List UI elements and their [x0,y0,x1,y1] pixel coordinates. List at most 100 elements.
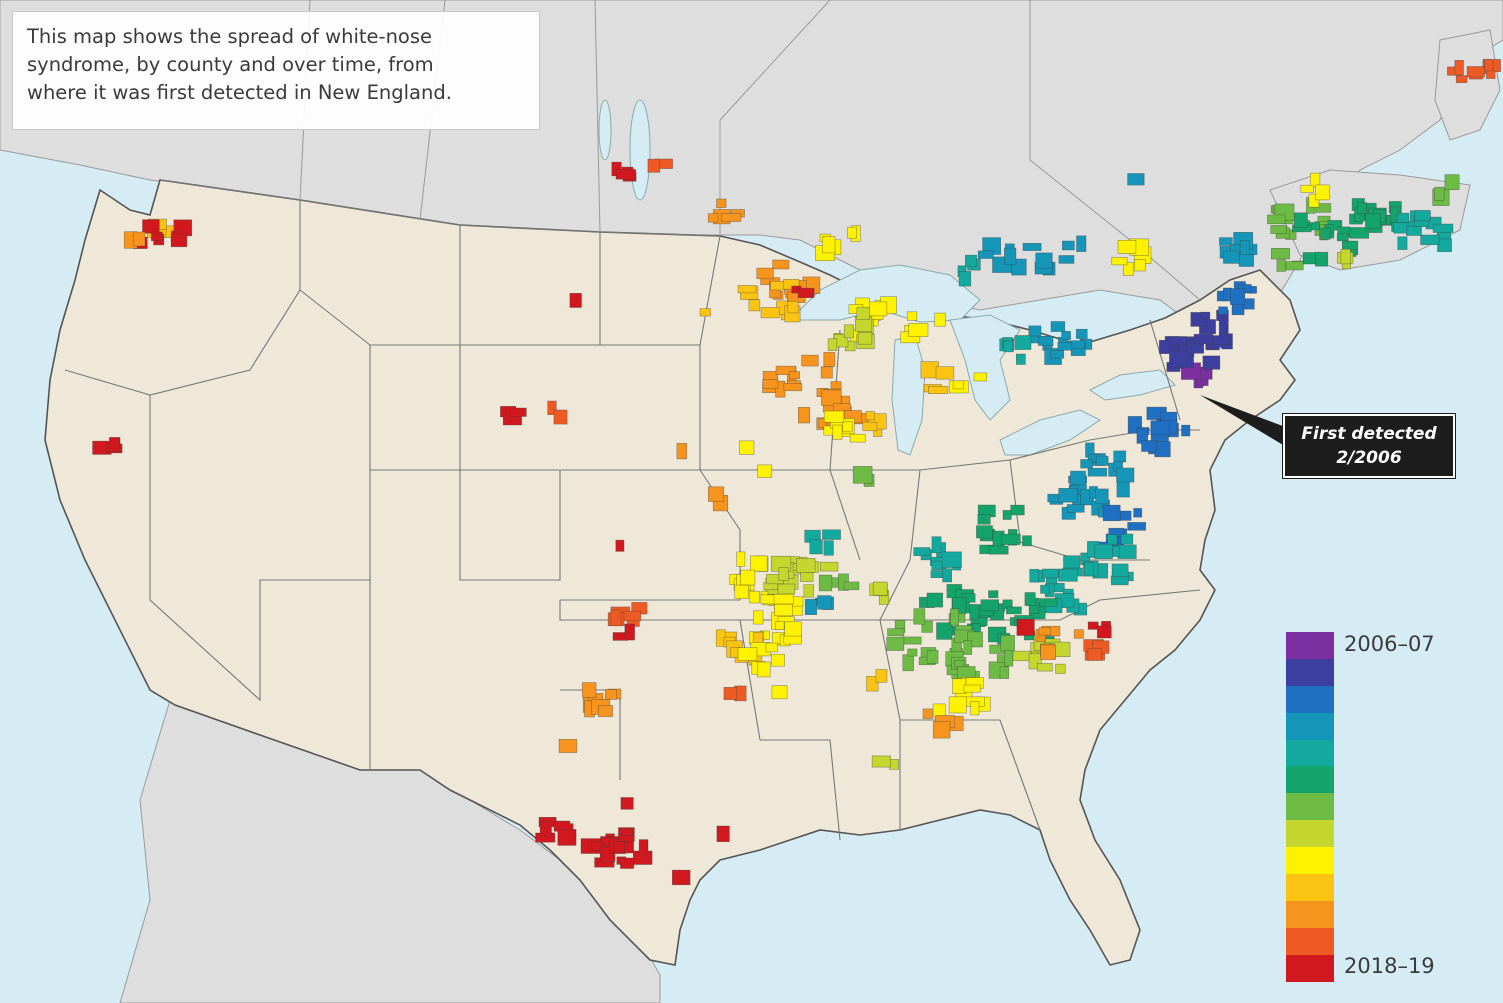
county-shape [827,338,838,351]
first-detected-callout: First detected 2/2006 [1282,413,1456,479]
county-shape [1050,321,1066,332]
county-shape [823,540,834,556]
county-shape [569,292,582,308]
year-legend: 2006–07 2018–19 [1286,632,1496,982]
county-shape [1063,555,1081,570]
lake-manitoba [598,99,612,161]
county-shape [822,529,841,540]
county-shape [1113,450,1127,463]
county-shape [1042,568,1059,579]
county-shape [615,169,636,180]
county-shape [777,583,796,595]
county-shape [1393,222,1409,234]
county-shape [849,433,866,443]
county-shape [1406,226,1422,236]
legend-swatch [1286,766,1334,794]
county-shape [716,198,727,208]
county-shape [1057,341,1073,351]
lake-ontario [1089,369,1176,401]
county-shape [1003,340,1014,353]
county-shape [1218,306,1228,315]
county-shape [801,354,819,367]
county-shape [1454,59,1464,76]
county-shape [926,592,943,608]
county-shape [1116,480,1130,498]
county-shape [1095,488,1109,505]
county-shape [772,259,790,270]
county-shape [1066,504,1085,513]
county-shape [736,551,746,567]
county-shape [1150,420,1170,436]
county-shape [1414,210,1431,222]
county-shape [770,653,785,667]
county-shape [847,226,857,239]
county-shape [756,267,774,280]
lake-erie [999,409,1101,456]
county-shape [748,299,761,312]
county-shape [1087,467,1108,477]
county-shape [1040,584,1050,594]
county-shape [707,213,719,223]
callout-line-2: 2/2006 [1336,448,1402,468]
county-shape [1062,240,1075,251]
county-shape [1133,508,1143,518]
county-shape [1486,70,1496,79]
legend-swatch [1286,900,1334,928]
county-shape [1005,606,1022,615]
county-shape [964,254,977,267]
county-shape [907,648,918,657]
county-shape [818,574,833,592]
county-shape [1267,214,1286,225]
legend-swatch [1286,874,1334,901]
county-shape [852,466,873,484]
county-shape [970,701,980,716]
county-shape [716,825,730,842]
caption-line-3: where it was first detected in New Engla… [27,81,452,104]
county-shape [1058,568,1078,582]
county-shape [1061,330,1071,340]
county-shape [707,486,725,502]
county-shape [787,300,799,314]
county-shape [1202,355,1221,370]
county-shape [1141,440,1157,452]
legend-start-label: 2006–07 [1344,632,1435,656]
county-shape [590,841,608,851]
county-shape [1219,237,1233,246]
county-shape [757,661,771,678]
county-shape [739,440,755,455]
affected-counties [92,59,1501,886]
county-shape [866,676,879,692]
legend-swatch [1286,847,1334,875]
county-shape [671,869,691,886]
county-shape [1154,441,1171,458]
county-shape [615,539,625,552]
county-shape [1038,627,1052,636]
county-shape [1095,455,1109,466]
county-shape [865,411,875,421]
county-shape [872,581,888,596]
county-shape [598,705,613,717]
county-shape [1315,251,1329,267]
county-shape [927,385,949,394]
county-shape [980,599,999,612]
county-shape [760,307,780,319]
county-shape [1036,663,1053,672]
county-shape [941,551,962,568]
county-shape [1110,575,1129,586]
county-shape [676,442,688,460]
county-shape [765,642,778,653]
county-shape [1455,75,1468,83]
county-shape [1076,235,1087,252]
county-shape [988,545,1009,555]
county-shape [932,720,951,739]
county-shape [699,308,711,317]
county-shape [797,406,810,424]
county-shape [817,595,832,610]
county-shape [647,158,661,173]
county-shape [775,365,797,376]
county-shape [913,547,931,556]
county-shape [823,410,845,423]
county-shape [1002,510,1012,520]
county-shape [823,352,836,367]
county-shape [784,621,802,637]
